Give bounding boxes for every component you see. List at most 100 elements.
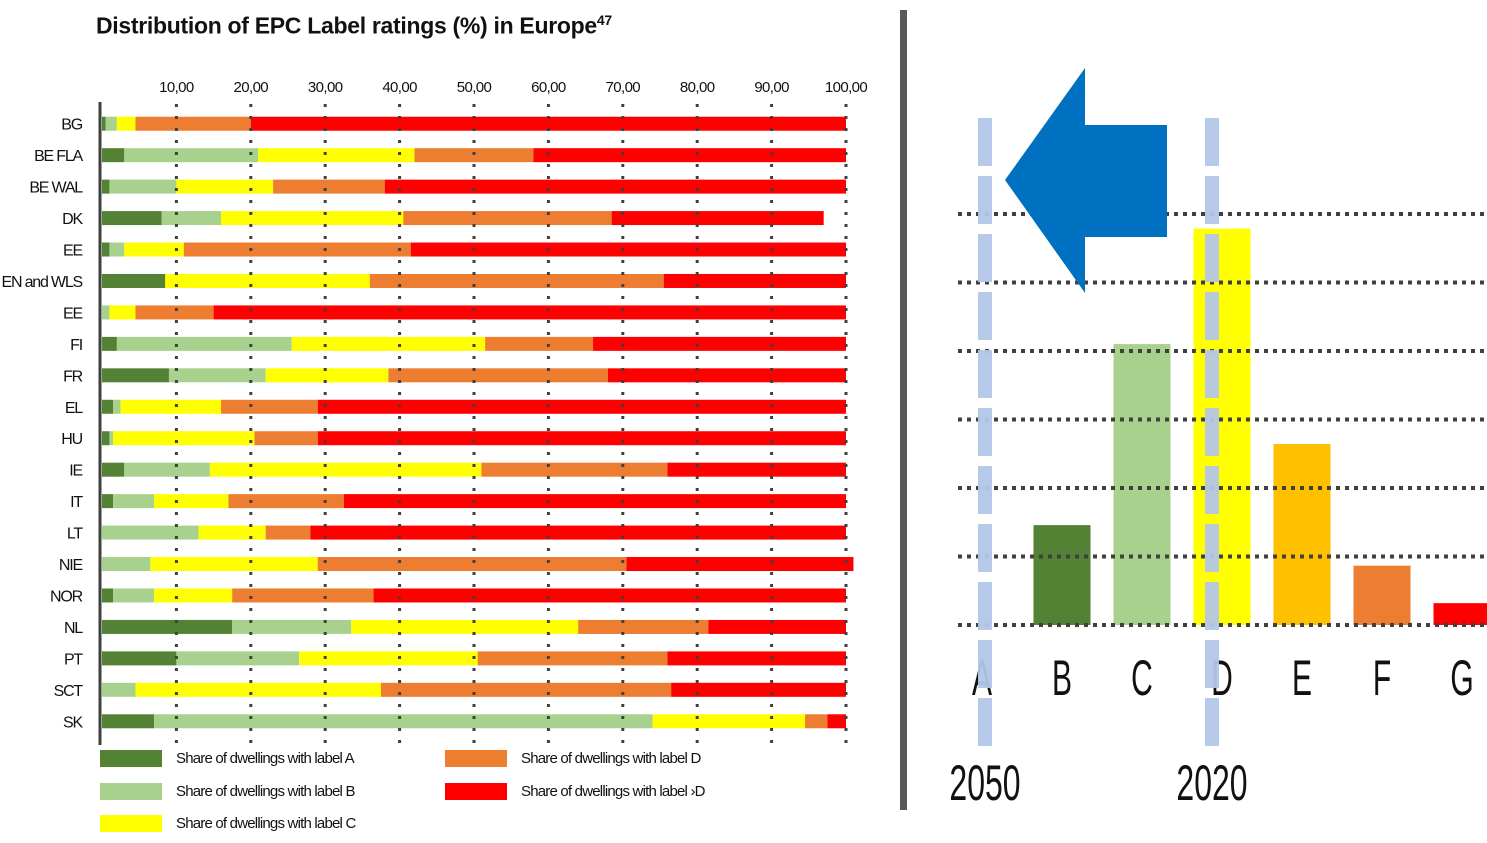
bar-segment	[102, 179, 110, 194]
bar-segment	[254, 431, 318, 446]
bar-segment	[578, 619, 709, 634]
bar-segment	[102, 242, 110, 257]
bar-segment	[102, 525, 199, 540]
bar-segment	[258, 148, 415, 163]
bar-segment	[232, 588, 374, 603]
legend-item: Share of dwellings with label D	[445, 750, 701, 767]
bar-segment	[317, 431, 846, 446]
bar-segment	[113, 431, 255, 446]
x-tick-label: 50,00	[457, 79, 492, 96]
bar-segment	[667, 651, 846, 666]
bar-segment	[105, 116, 117, 131]
bar-segment	[116, 116, 136, 131]
bar-segment	[198, 525, 266, 540]
bar-segment	[607, 368, 846, 383]
legend-swatch	[100, 750, 162, 767]
bar-segment	[102, 368, 169, 383]
chart-title: Distribution of EPC Label ratings (%) in…	[96, 12, 612, 40]
bar-segment	[102, 399, 114, 414]
epc-bar	[1353, 565, 1411, 625]
epc-bar	[1273, 443, 1331, 625]
bar-segment	[124, 242, 184, 257]
category-label: BE FLA	[34, 148, 83, 165]
bar-segment	[102, 148, 125, 163]
bar-segment	[593, 336, 846, 351]
legend-swatch	[445, 783, 507, 800]
category-label: BE WAL	[29, 180, 83, 197]
bar-segment	[102, 557, 151, 572]
category-label: FR	[63, 368, 83, 385]
epc-bar	[1433, 603, 1487, 625]
bar-segment	[109, 431, 114, 446]
legend-label: Share of dwellings with label D	[521, 750, 701, 767]
bar-segment	[373, 588, 846, 603]
bar-segment	[135, 116, 251, 131]
bar-segment	[183, 242, 411, 257]
category-label: SK	[63, 714, 83, 731]
bar-segment	[102, 116, 106, 131]
category-label: E	[1292, 650, 1312, 706]
bar-segment	[113, 588, 155, 603]
category-label: C	[1131, 650, 1153, 706]
bar-segment	[477, 651, 668, 666]
bar-segment	[667, 462, 846, 477]
bar-segment	[388, 368, 608, 383]
bar-segment	[116, 336, 292, 351]
bar-segment	[109, 305, 136, 320]
bar-segment	[161, 211, 222, 226]
bar-segment	[109, 179, 177, 194]
epc-bar	[1033, 525, 1091, 625]
bar-segment	[102, 682, 136, 697]
bar-segment	[626, 557, 854, 572]
x-tick-label: 70,00	[606, 79, 641, 96]
bar-segment	[165, 273, 370, 288]
category-label: DK	[62, 211, 83, 228]
category-label: SCT	[54, 683, 84, 700]
bar-segment	[533, 148, 846, 163]
chart-title-footnote: 47	[596, 12, 612, 28]
x-tick-label: 20,00	[234, 79, 269, 96]
category-label: NL	[64, 620, 83, 637]
legend-item: Share of dwellings with label A	[100, 750, 355, 767]
bar-segment	[102, 431, 110, 446]
bar-segment	[102, 651, 177, 666]
epc-bar	[1193, 228, 1251, 626]
category-label: EE	[63, 305, 82, 322]
bar-segment	[310, 525, 846, 540]
bar-segment	[221, 399, 318, 414]
bar-segment	[827, 714, 846, 729]
category-label: IT	[70, 494, 83, 511]
x-tick-label: 100,00	[825, 79, 868, 96]
year-marker-label: 2050	[949, 755, 1020, 811]
category-label: F	[1373, 650, 1391, 706]
category-label: NIE	[59, 557, 83, 574]
bar-segment	[671, 682, 846, 697]
bar-segment	[410, 242, 846, 257]
bar-segment	[265, 368, 389, 383]
bar-segment	[154, 714, 653, 729]
bar-segment	[228, 494, 344, 509]
bar-segment	[291, 336, 486, 351]
x-tick-label: 80,00	[680, 79, 715, 96]
bar-segment	[168, 368, 266, 383]
direction-arrow	[1005, 68, 1167, 293]
bar-segment	[343, 494, 846, 509]
bar-segment	[805, 714, 828, 729]
chart-title-text: Distribution of EPC Label ratings (%) in…	[96, 12, 597, 39]
category-label: LT	[67, 526, 84, 543]
x-tick-label: 90,00	[754, 79, 789, 96]
legend-swatch	[100, 783, 162, 800]
legend-label: Share of dwellings with label C	[176, 815, 356, 832]
category-label: G	[1450, 650, 1473, 706]
legend-swatch	[445, 750, 507, 767]
category-label: EL	[65, 400, 83, 417]
bar-segment	[663, 273, 846, 288]
bar-segment	[209, 462, 482, 477]
bar-segment	[176, 179, 274, 194]
legend-label: Share of dwellings with label B	[176, 783, 355, 800]
bar-segment	[102, 619, 233, 634]
legend-item: Share of dwellings with label B	[100, 783, 355, 800]
category-label: EE	[63, 243, 82, 260]
bar-segment	[120, 399, 222, 414]
bar-segment	[708, 619, 846, 634]
